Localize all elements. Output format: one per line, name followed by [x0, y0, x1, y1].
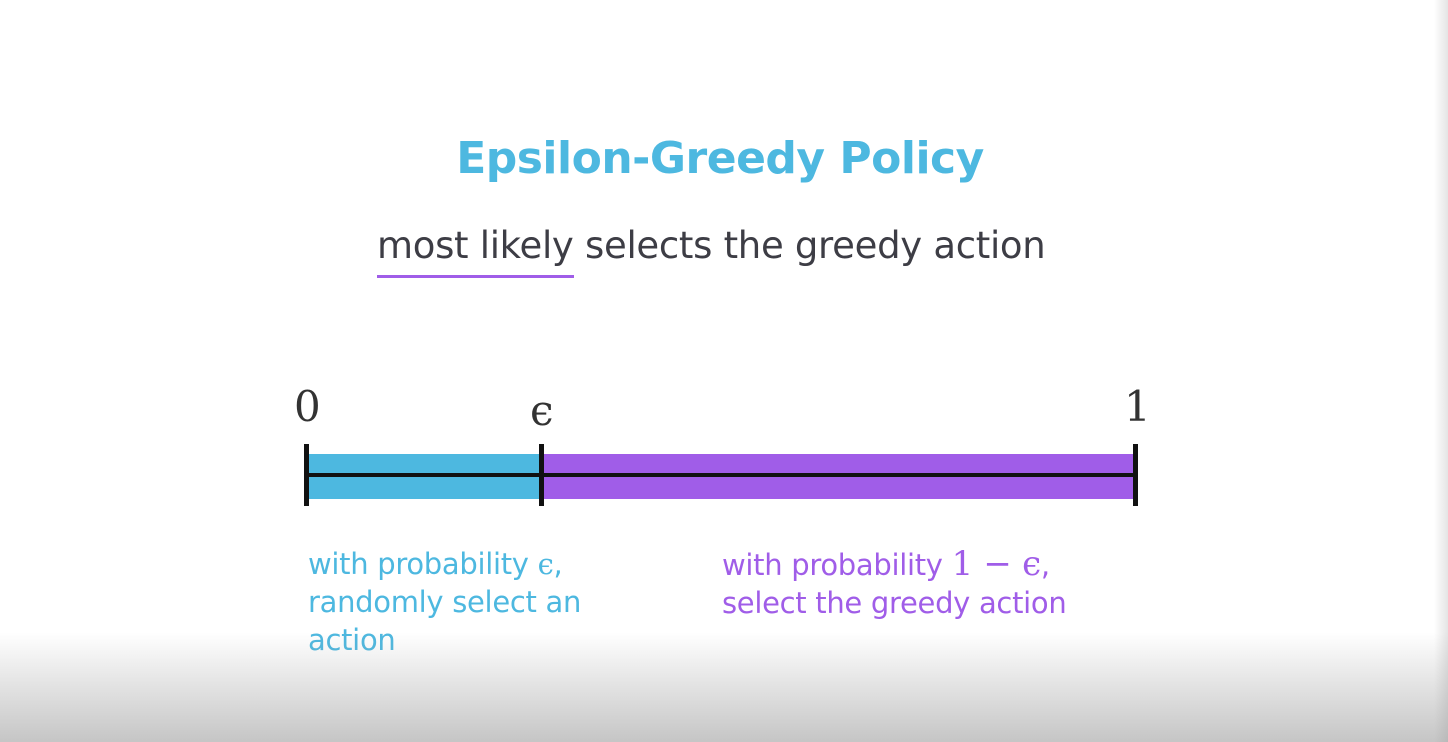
- diagram-title: Epsilon-Greedy Policy: [456, 133, 984, 184]
- explore-description-line2: randomly select an: [308, 585, 582, 619]
- exploit-description-line1: with probability 1 − ϵ,: [722, 545, 1066, 584]
- bottom-fade: [0, 632, 1448, 742]
- exploit-description-line2: select the greedy action: [722, 586, 1067, 620]
- explore-prefix: with probability: [308, 547, 538, 581]
- axis-line: [307, 473, 1136, 477]
- subtitle: most likely selects the greedy action: [377, 224, 1046, 278]
- exploit-suffix: ,: [1040, 548, 1050, 582]
- exploit-math: 1 − ϵ: [951, 544, 1042, 584]
- exploit-description: with probability 1 − ϵ, select the greed…: [722, 545, 1067, 622]
- explore-description-line3: action: [308, 623, 396, 657]
- tick-label-zero: 0: [294, 382, 321, 431]
- exploit-prefix: with probability: [722, 548, 952, 582]
- tick-mark-zero: [304, 444, 309, 506]
- tick-label-epsilon: ϵ: [530, 386, 554, 435]
- tick-mark-epsilon: [539, 444, 544, 506]
- explore-description-line1: with probability ϵ,: [308, 545, 581, 583]
- subtitle-highlight: most likely: [377, 224, 574, 278]
- explore-suffix: ,: [553, 547, 563, 581]
- tick-mark-one: [1133, 444, 1138, 506]
- subtitle-rest: selects the greedy action: [573, 224, 1046, 267]
- tick-label-one: 1: [1124, 382, 1151, 431]
- explore-math: ϵ: [537, 547, 554, 581]
- explore-description: with probability ϵ, randomly select an a…: [308, 545, 581, 659]
- right-edge-shadow: [1434, 0, 1448, 742]
